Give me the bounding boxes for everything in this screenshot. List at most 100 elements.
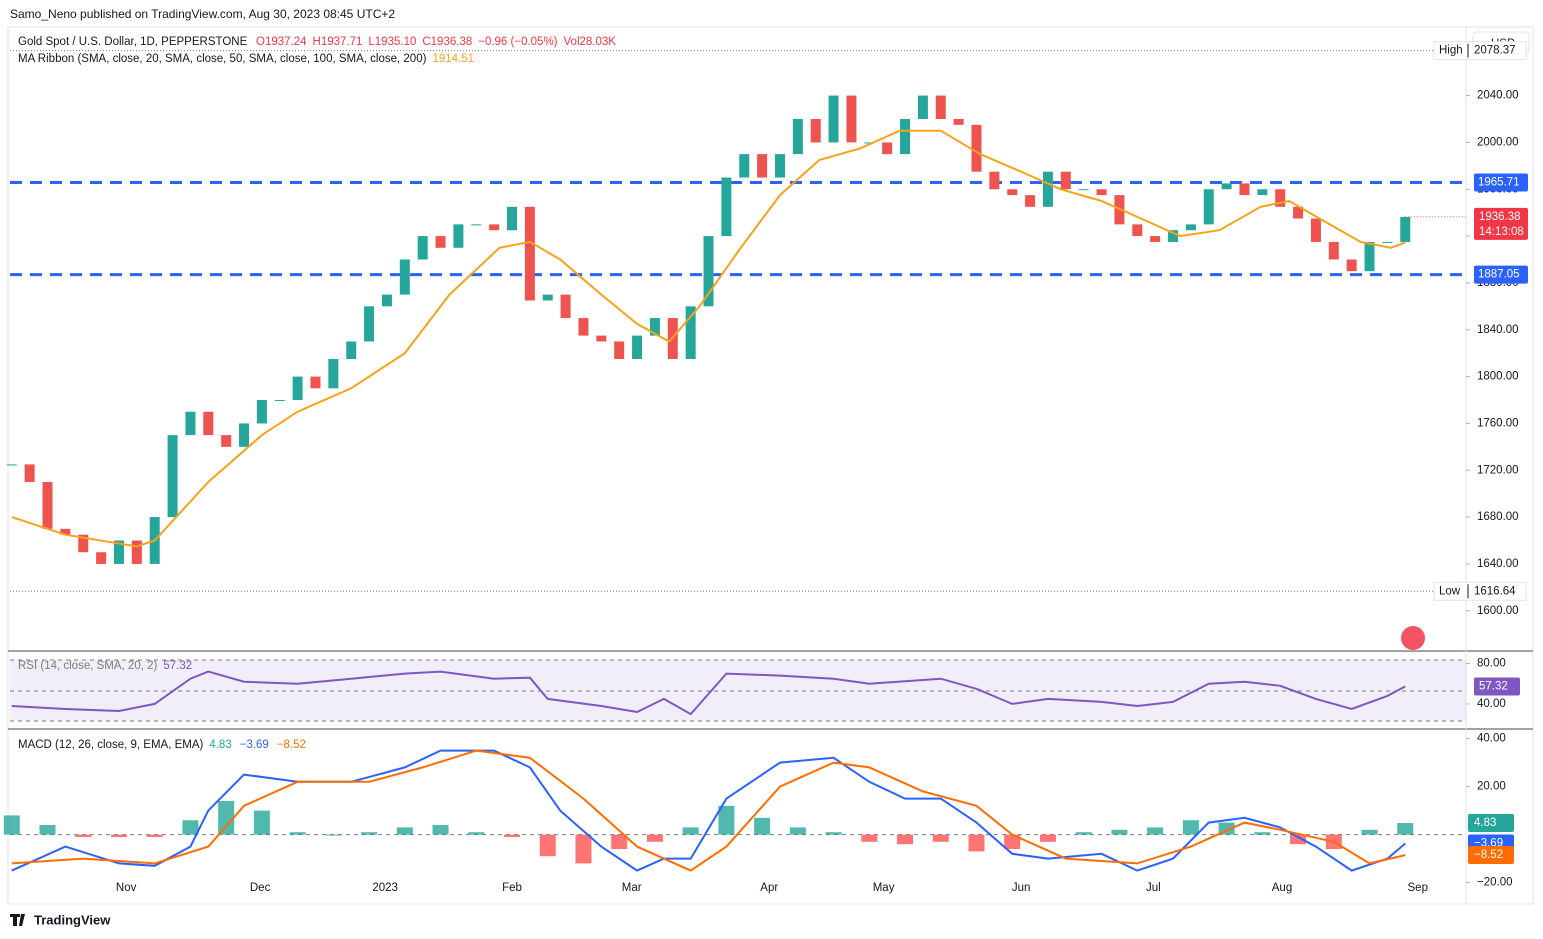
x-tick-label: Jun [1012,882,1031,894]
candle [1400,216,1411,242]
candle [1203,189,1214,225]
candle [1042,171,1053,207]
candle [685,306,696,360]
candle [203,411,214,436]
candle [1346,259,1357,272]
candle [1150,236,1161,242]
x-tick-label: Sep [1408,882,1428,894]
histogram-bar [718,805,735,835]
candle [721,177,732,237]
candle [1168,230,1179,242]
candle [971,124,982,172]
ohlc-value: Vol28.03K [564,36,617,48]
candle [453,224,464,248]
histogram-bar [861,834,878,842]
candle [274,400,285,402]
candle [1096,189,1107,196]
symbol-title: Gold Spot / U.S. Dollar, 1D, PEPPERSTONE [18,36,248,48]
candle [381,294,392,307]
y-tick-label: 40.00 [1477,698,1506,710]
histogram-bar [968,834,985,852]
histogram-bar [897,834,914,845]
x-tick-label: Feb [502,882,522,894]
candle [1078,189,1089,191]
histogram-bar [646,834,663,842]
histogram-bar [3,815,20,835]
histogram-bar [682,827,699,835]
low-value: 1616.64 [1474,585,1516,597]
histogram-bar [1218,822,1235,835]
y-tick-label: 1640.00 [1477,558,1519,570]
y-tick-label: 40.00 [1477,733,1506,745]
candle [167,435,178,518]
ohlc-value: L1935.10 [368,36,416,48]
candle [328,359,339,389]
candle [364,306,375,342]
histogram-bar [1004,834,1021,850]
ohlc-value: −0.96 (−0.05%) [478,36,557,48]
candle [221,435,232,447]
candle [185,411,196,436]
candle [471,224,482,226]
last-price-box [1474,207,1528,240]
histogram-bar [1397,823,1414,835]
histogram-bar [396,827,413,835]
histogram-bar [432,825,449,835]
candle [792,118,803,155]
candle [435,236,446,248]
ma-legend: MA Ribbon (SMA, close, 20, SMA, close, 5… [18,53,427,65]
histogram-bar [289,832,306,835]
frame [7,26,1534,905]
candle [1239,183,1250,196]
ohlc-value: O1937.24 [256,36,307,48]
candle [1275,189,1286,207]
x-tick-label: Jul [1146,882,1161,894]
histogram-bar [932,834,949,842]
candle [739,154,750,178]
y-tick-label: 2000.00 [1477,136,1519,148]
candle [292,376,303,401]
candle [989,171,1000,190]
y-tick-label: 1760.00 [1477,417,1519,429]
macd-legend-value: 4.83 [209,739,231,751]
histogram-bar [754,817,771,835]
candle [1185,224,1196,231]
histogram-bar [39,825,56,835]
histogram-bar [468,832,485,835]
histogram-bar [361,832,378,835]
candle [935,95,946,119]
candle [864,142,875,144]
x-tick-label: Dec [250,882,271,894]
histogram-bar [182,820,199,835]
x-tick-label: Aug [1272,882,1292,894]
candle [1132,224,1143,237]
y-tick-label: 2040.00 [1477,90,1519,102]
macd-line [11,749,1406,872]
histogram-bar [110,834,127,838]
candle [1310,218,1321,242]
histogram-bar [1254,832,1271,835]
candle [882,142,893,155]
candle [399,259,410,295]
candle [560,294,571,319]
x-tick-label: May [873,882,895,894]
candle [417,236,428,260]
candle [614,341,625,360]
macd-value: 4.83 [1474,817,1496,829]
candle [1221,183,1232,190]
macd-legend-value: −3.69 [240,739,269,751]
candle [1328,241,1339,260]
footer-brand: TradingView [34,912,111,927]
y-tick-label: 1720.00 [1477,464,1519,476]
histogram-bar [504,834,521,838]
candle [1025,195,1036,207]
candle [346,341,357,360]
candle [131,540,142,564]
candle [846,95,857,143]
macd-legend: MACD (12, 26, close, 9, EMA, EMA) [18,739,204,751]
histogram-bar [146,834,163,838]
candle [24,464,35,482]
last-price: 1936.38 [1479,211,1521,223]
x-tick-label: Apr [760,882,778,894]
